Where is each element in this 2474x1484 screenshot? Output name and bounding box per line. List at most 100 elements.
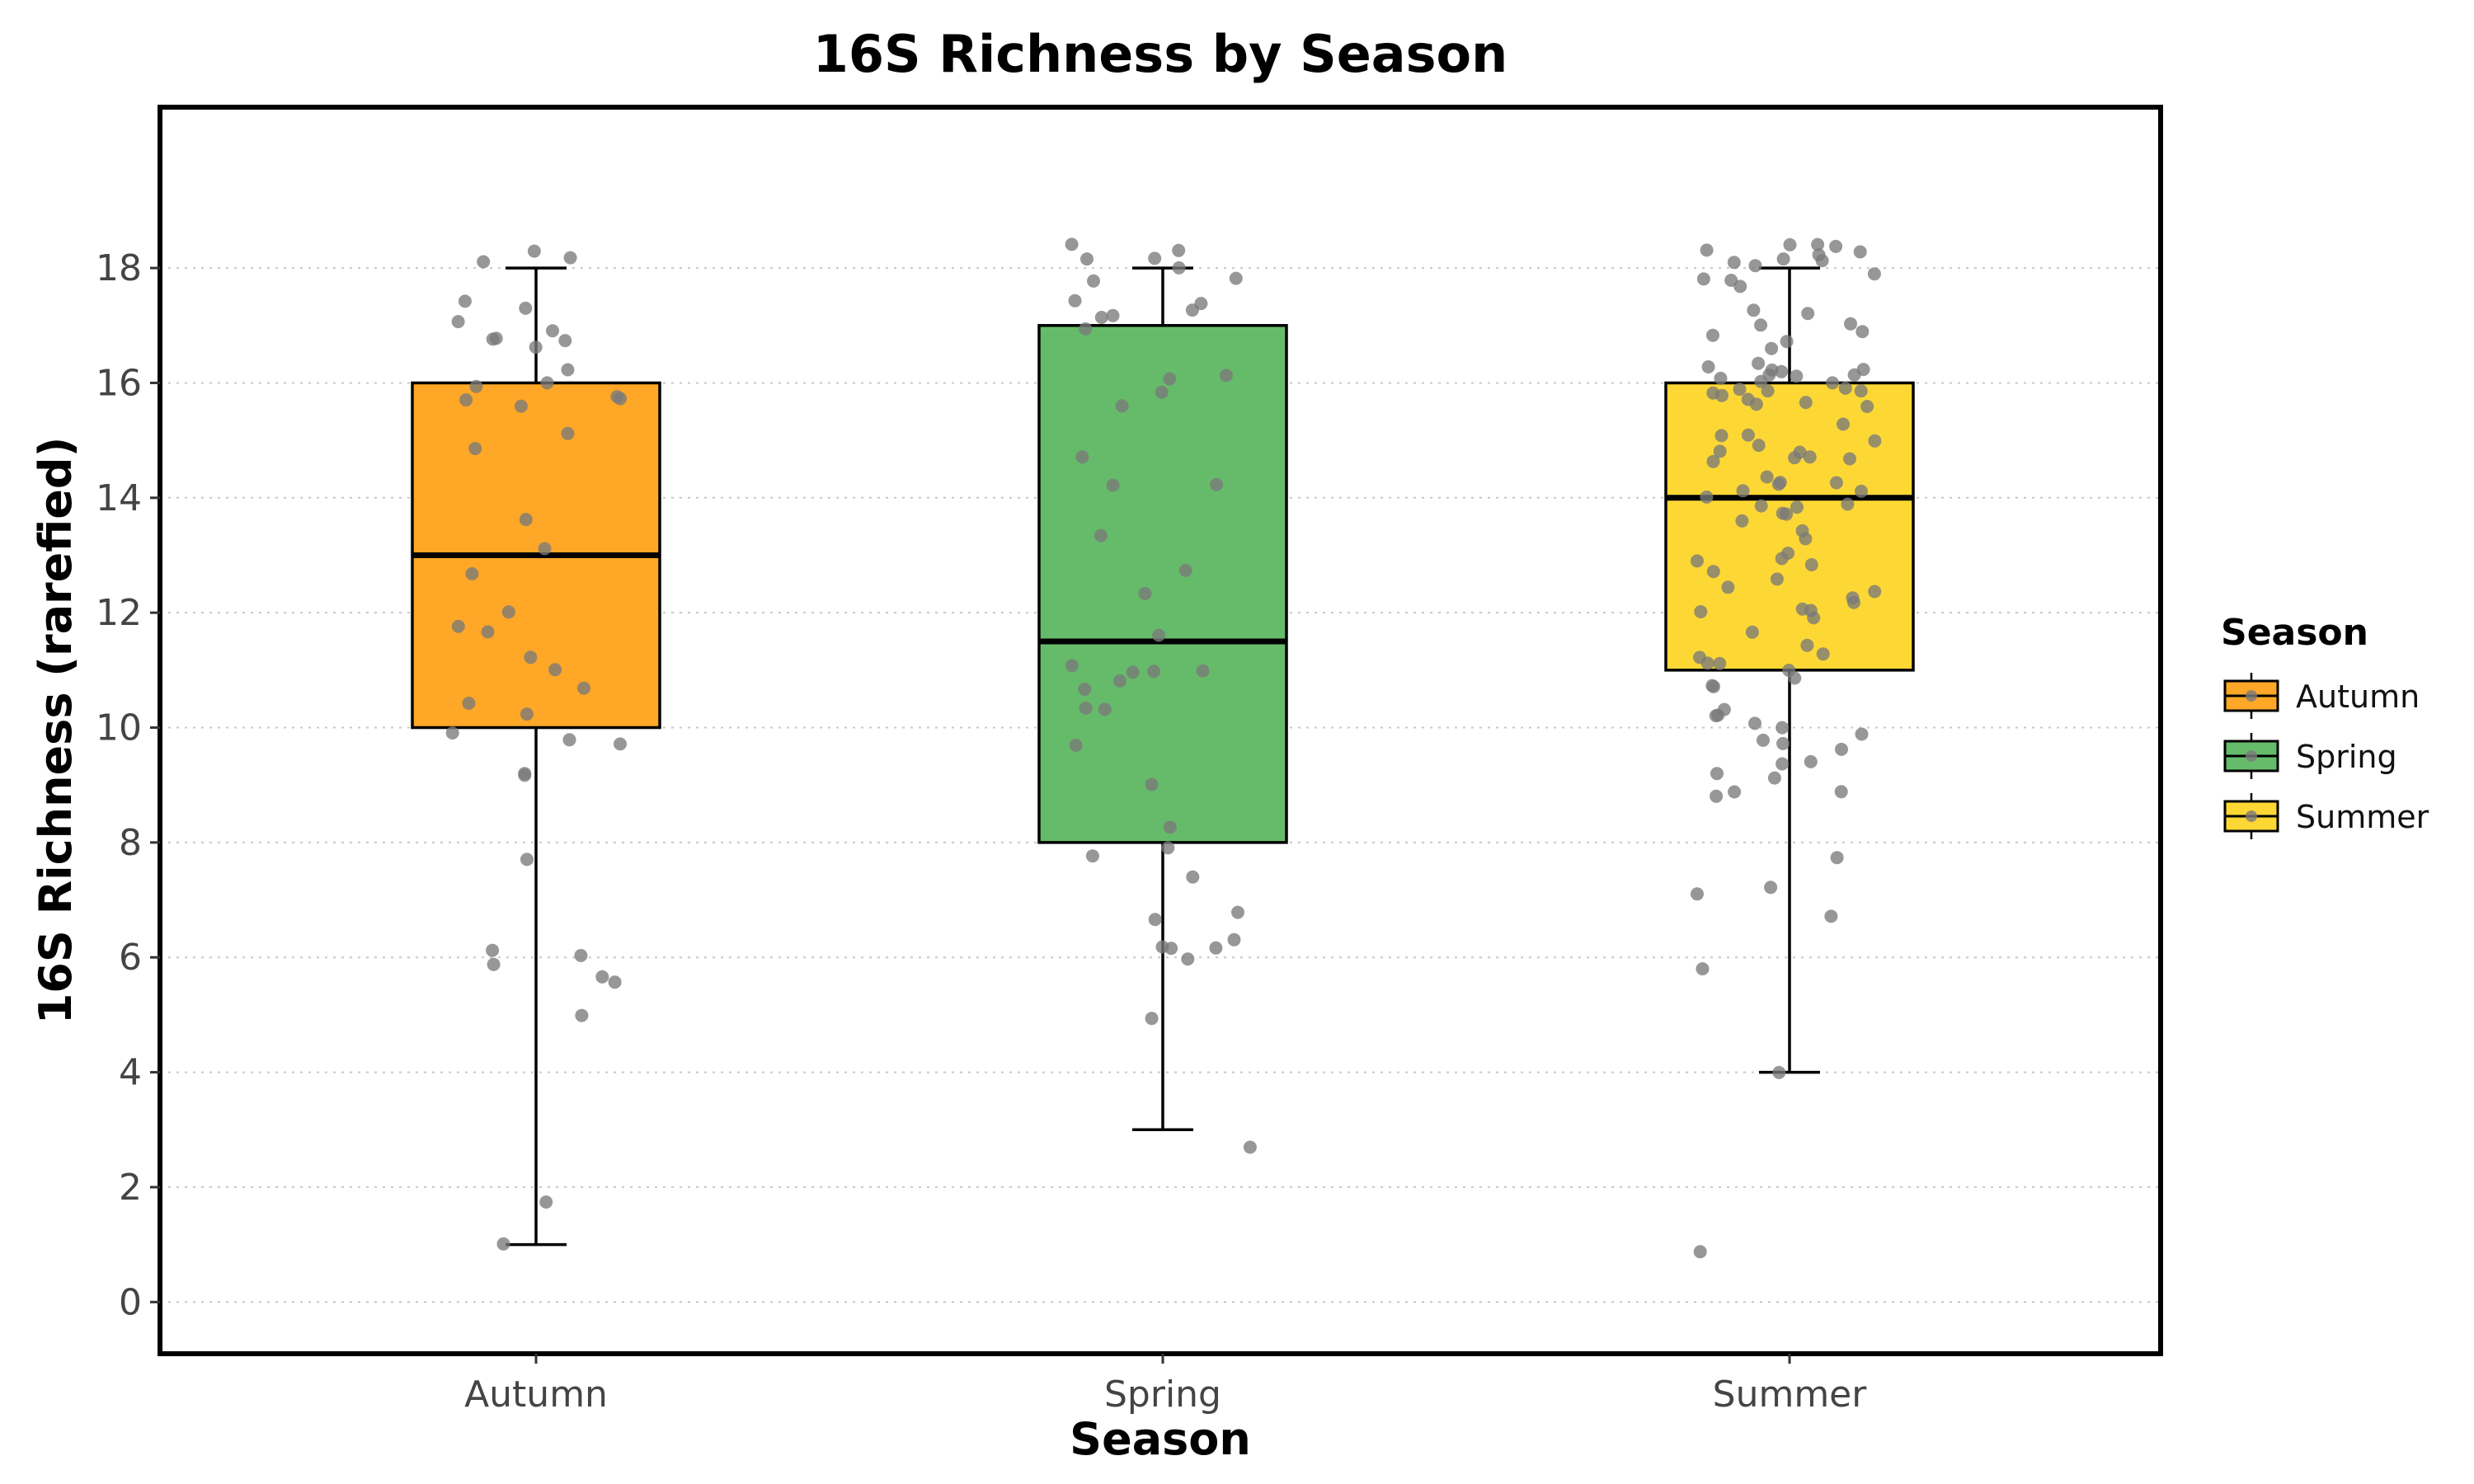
- data-point: [1106, 478, 1120, 492]
- data-point: [1065, 237, 1079, 251]
- y-tick-label: 18: [96, 247, 142, 289]
- box-iqr: [1664, 381, 1915, 672]
- data-point: [481, 625, 495, 639]
- data-point: [1163, 372, 1177, 386]
- data-point: [1079, 322, 1093, 336]
- data-point: [562, 733, 576, 747]
- x-tick-label: Summer: [1713, 1374, 1868, 1416]
- data-point: [546, 324, 559, 338]
- data-point: [1775, 552, 1789, 566]
- data-point: [520, 852, 534, 866]
- data-point: [1790, 500, 1804, 514]
- data-point: [561, 426, 575, 440]
- data-point: [1788, 451, 1802, 465]
- data-point: [462, 697, 476, 710]
- y-axis-title: 16S Richness (rarefied): [30, 437, 82, 1025]
- data-point: [486, 332, 500, 346]
- data-point: [1826, 376, 1840, 390]
- data-point: [1713, 656, 1727, 670]
- legend-title: Season: [2221, 612, 2368, 654]
- data-point: [1709, 709, 1723, 723]
- data-point: [1728, 785, 1742, 799]
- data-point: [1727, 256, 1741, 270]
- data-point: [1780, 507, 1794, 521]
- legend-items: Autumn Spring Summer: [2223, 673, 2429, 839]
- data-point: [486, 943, 500, 957]
- data-point: [1714, 429, 1729, 443]
- data-point: [1155, 385, 1169, 399]
- data-point: [1770, 572, 1784, 586]
- data-point: [1078, 683, 1092, 696]
- data-point: [561, 363, 575, 377]
- data-point: [1764, 881, 1778, 895]
- data-point: [1749, 397, 1763, 411]
- data-point: [1780, 335, 1794, 349]
- data-point: [445, 726, 459, 740]
- data-point: [1172, 261, 1186, 275]
- data-point: [468, 442, 482, 455]
- data-point: [1075, 450, 1089, 464]
- data-point: [1752, 356, 1766, 370]
- data-point: [1700, 656, 1714, 670]
- data-point: [1148, 913, 1162, 927]
- data-point: [1106, 308, 1120, 322]
- data-point: [595, 970, 609, 984]
- data-point: [1229, 271, 1243, 285]
- data-point: [1748, 716, 1761, 730]
- data-point: [1834, 785, 1848, 799]
- data-point: [1098, 702, 1112, 716]
- data-point: [501, 605, 515, 619]
- data-point: [1710, 767, 1724, 781]
- data-point: [1856, 325, 1870, 339]
- data-point: [1754, 499, 1768, 513]
- y-axis-ticks: 0 2 4 6 8 10 12 14 16 18: [96, 247, 160, 1323]
- data-point: [1094, 528, 1108, 542]
- data-point: [1152, 628, 1166, 642]
- data-point: [1087, 274, 1100, 288]
- data-point: [1733, 279, 1747, 294]
- data-point: [577, 681, 590, 695]
- data-point: [1691, 887, 1704, 901]
- data-point: [1745, 625, 1759, 639]
- data-point: [1803, 450, 1817, 464]
- box-plots: [411, 266, 1915, 1247]
- data-point: [1115, 399, 1129, 413]
- data-point: [1790, 369, 1804, 383]
- data-point: [1715, 388, 1729, 402]
- data-point: [1705, 679, 1719, 693]
- legend: Season Autumn Spring Summer: [2221, 612, 2429, 839]
- data-point: [496, 1237, 510, 1251]
- data-point: [1209, 941, 1223, 955]
- data-point: [1735, 514, 1749, 528]
- y-tick-label: 14: [96, 477, 142, 519]
- x-axis-title: Season: [1070, 1413, 1251, 1465]
- data-point: [1710, 789, 1724, 803]
- data-point: [1799, 532, 1813, 546]
- data-point: [1829, 239, 1843, 253]
- data-point: [563, 251, 577, 265]
- data-point: [1178, 563, 1192, 577]
- data-point: [1741, 428, 1755, 442]
- data-point: [451, 619, 465, 633]
- y-tick-label: 16: [96, 362, 142, 404]
- data-point: [1145, 777, 1159, 791]
- data-point: [1868, 585, 1882, 599]
- jitter-points: [445, 237, 1882, 1259]
- data-point: [1816, 647, 1830, 661]
- data-point: [1771, 477, 1785, 491]
- data-point: [1696, 962, 1710, 976]
- data-point: [1776, 757, 1790, 771]
- data-point: [1811, 237, 1825, 251]
- data-point: [1855, 727, 1869, 741]
- data-point: [465, 567, 479, 580]
- data-point: [1701, 360, 1715, 373]
- data-point: [1094, 311, 1108, 324]
- legend-item-spring: Spring: [2223, 733, 2397, 779]
- data-point: [1754, 318, 1768, 332]
- data-point: [1855, 484, 1868, 498]
- data-point: [1700, 490, 1714, 504]
- data-point: [1706, 565, 1720, 579]
- data-point: [538, 542, 552, 556]
- data-point: [1185, 303, 1199, 317]
- data-point: [1838, 381, 1852, 395]
